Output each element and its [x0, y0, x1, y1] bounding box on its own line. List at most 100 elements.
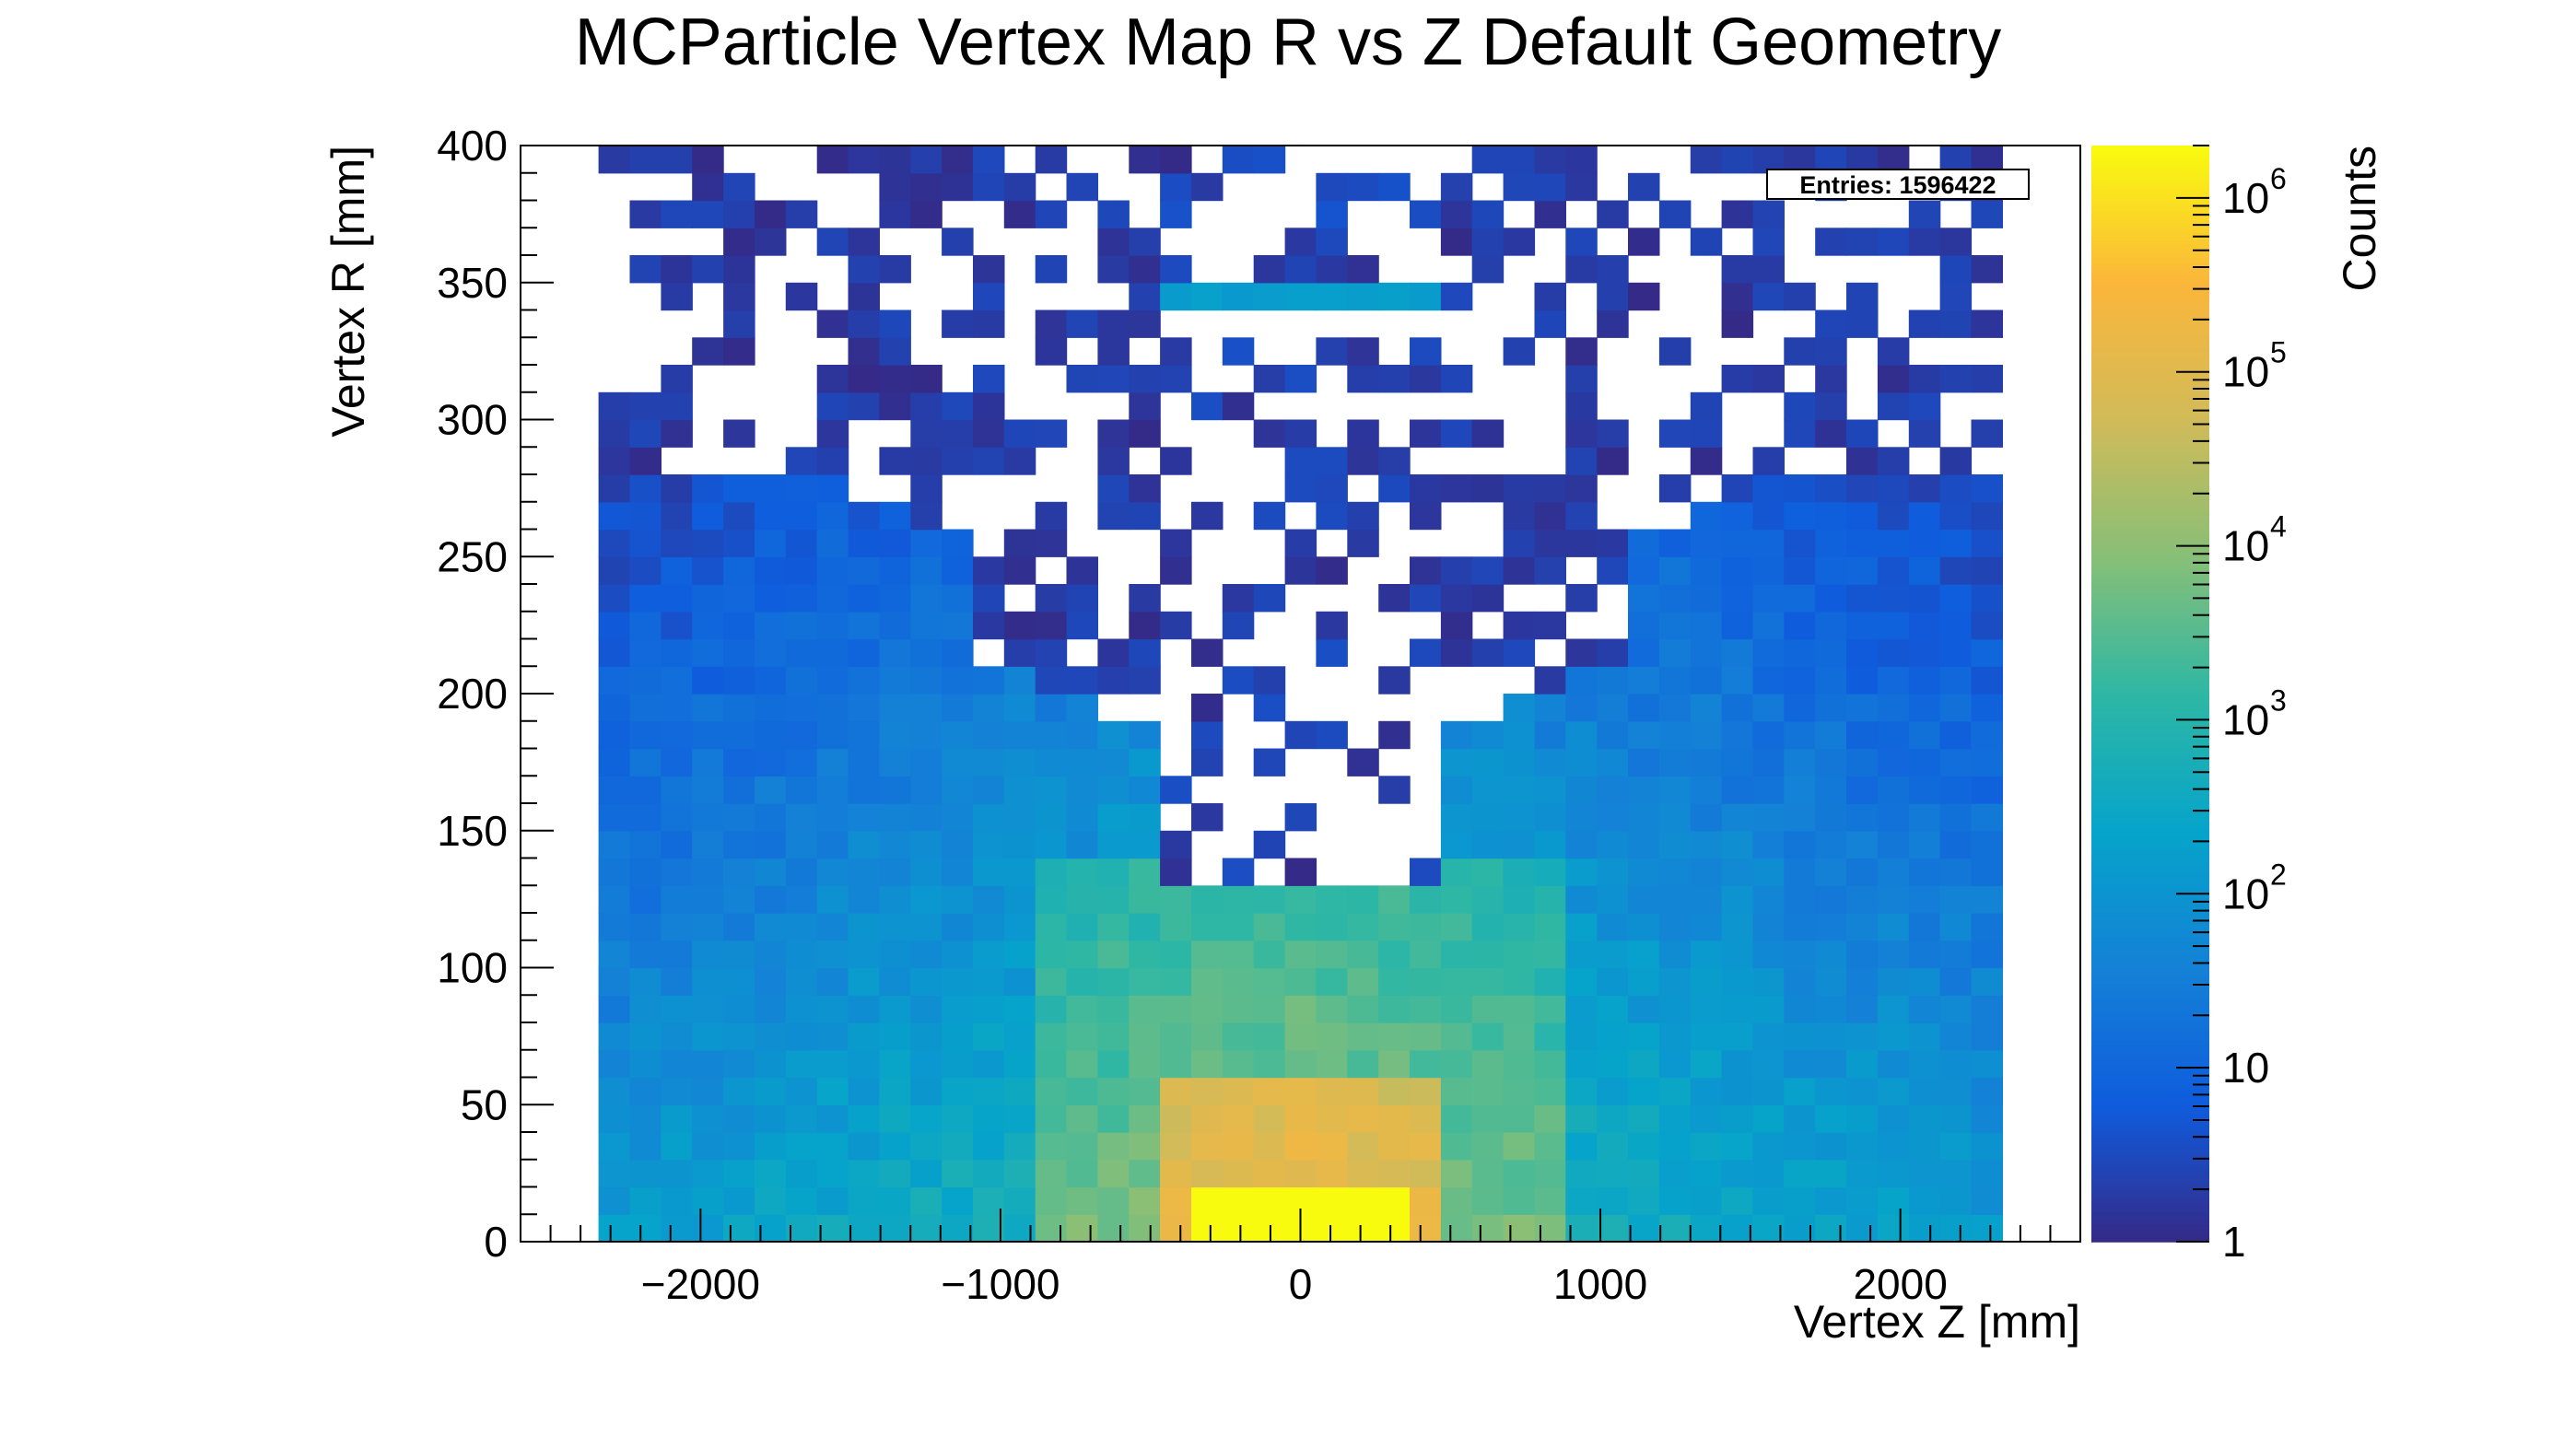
color-scale-segment [2091, 175, 2209, 181]
heatmap-cell [1316, 611, 1348, 640]
heatmap-cell [1440, 776, 1473, 804]
color-scale-segment [2091, 270, 2209, 275]
heatmap-cell [1440, 1214, 1473, 1243]
heatmap-cell [973, 1186, 1005, 1215]
heatmap-cell [1503, 803, 1536, 832]
heatmap-cell [1846, 1186, 1879, 1215]
heatmap-cell [1597, 967, 1629, 996]
heatmap-cell [629, 1159, 662, 1188]
color-scale-segment [2091, 239, 2209, 246]
heatmap-cell [1378, 776, 1411, 804]
heatmap-cell [1565, 803, 1598, 832]
heatmap-cell [1597, 200, 1629, 228]
z-axis-label: Counts [2334, 146, 2385, 291]
heatmap-cell [1222, 1022, 1255, 1051]
heatmap-cell [1597, 419, 1629, 448]
heatmap-cell [1035, 1132, 1068, 1161]
heatmap-cell [973, 720, 1005, 750]
heatmap-cell [942, 1077, 974, 1105]
heatmap-cell [1253, 1049, 1286, 1079]
heatmap-cell [723, 694, 755, 722]
heatmap-cell [942, 694, 974, 722]
heatmap-cell [661, 995, 693, 1023]
heatmap-cell [942, 913, 974, 941]
heatmap-cell [1440, 830, 1473, 859]
heatmap-cell [973, 913, 1005, 941]
heatmap-cell [661, 501, 693, 531]
heatmap-cell [785, 1159, 818, 1188]
heatmap-cell [598, 638, 631, 667]
heatmap-cell [1690, 146, 1723, 174]
heatmap-cell [1503, 337, 1536, 366]
heatmap-cell [1597, 255, 1629, 284]
heatmap-cell [910, 1132, 943, 1161]
heatmap-cell [598, 529, 631, 557]
heatmap-cell [879, 830, 911, 859]
heatmap-cell [973, 611, 1005, 640]
heatmap-cell [942, 309, 974, 338]
color-scale-segment [2091, 987, 2209, 994]
heatmap-cell [973, 584, 1005, 613]
color-scale-segment [2091, 412, 2209, 417]
heatmap-cell [1035, 255, 1068, 284]
heatmap-cell [1846, 913, 1879, 941]
heatmap-cell [1784, 1077, 1816, 1105]
color-scale-segment [2091, 1190, 2209, 1196]
heatmap-cell [1503, 720, 1536, 750]
color-scale-bar [2091, 146, 2209, 1243]
heatmap-cell [942, 584, 974, 613]
heatmap-cell [1628, 1049, 1660, 1079]
heatmap-cell [1658, 830, 1692, 859]
heatmap-cell [1160, 556, 1192, 585]
heatmap-cell [879, 556, 911, 585]
heatmap-cell [1253, 967, 1286, 996]
color-scale-segment [2091, 326, 2209, 332]
heatmap-cell [1628, 172, 1660, 202]
heatmap-cell [1846, 529, 1879, 557]
heatmap-cell [1503, 830, 1536, 859]
heatmap-cell [1129, 1186, 1161, 1215]
color-scale-segment [2091, 1216, 2209, 1221]
heatmap-cell [1815, 391, 1847, 421]
color-scale-segment [2091, 180, 2209, 185]
heatmap-cell [1160, 1214, 1192, 1243]
heatmap-cell [973, 365, 1005, 393]
heatmap-cell [1222, 1186, 1255, 1215]
color-scale-segment [2091, 407, 2209, 414]
heatmap-cell [785, 940, 818, 969]
heatmap-cell [910, 501, 943, 531]
heatmap-cell [1534, 694, 1566, 722]
y-tick-label: 0 [484, 1218, 508, 1266]
color-scale-segment [2091, 1069, 2209, 1075]
heatmap-cell [1440, 967, 1473, 996]
heatmap-cell [1534, 995, 1566, 1023]
color-scale-segment [2091, 481, 2209, 486]
heatmap-cell [1471, 803, 1505, 832]
heatmap-cell [1658, 995, 1692, 1023]
heatmap-cell [1690, 885, 1723, 914]
heatmap-cell [755, 995, 787, 1023]
heatmap-cell [1534, 556, 1566, 585]
heatmap-cell [1191, 720, 1224, 750]
heatmap-cell [785, 803, 818, 832]
color-scale-segment [2091, 1151, 2209, 1157]
heatmap-cell [1565, 584, 1598, 613]
heatmap-cell [1316, 447, 1348, 475]
heatmap-cell [755, 776, 787, 804]
color-scale-segment [2091, 1108, 2209, 1114]
heatmap-cell [1160, 172, 1192, 202]
heatmap-cell [661, 1214, 693, 1243]
color-scale-segment [2091, 515, 2209, 520]
heatmap-cell [1690, 1077, 1723, 1105]
heatmap-cell [1971, 1132, 2003, 1161]
color-scale-segment [2091, 984, 2209, 989]
heatmap-cell [1658, 666, 1692, 695]
heatmap-cell [816, 228, 849, 256]
heatmap-cell [879, 940, 911, 969]
heatmap-cell [848, 967, 880, 996]
heatmap-cell [1471, 255, 1505, 284]
color-scale-segment [2091, 1022, 2209, 1028]
heatmap-cell [1440, 748, 1473, 777]
heatmap-cell [1658, 748, 1692, 777]
color-scale-segment [2091, 700, 2209, 706]
